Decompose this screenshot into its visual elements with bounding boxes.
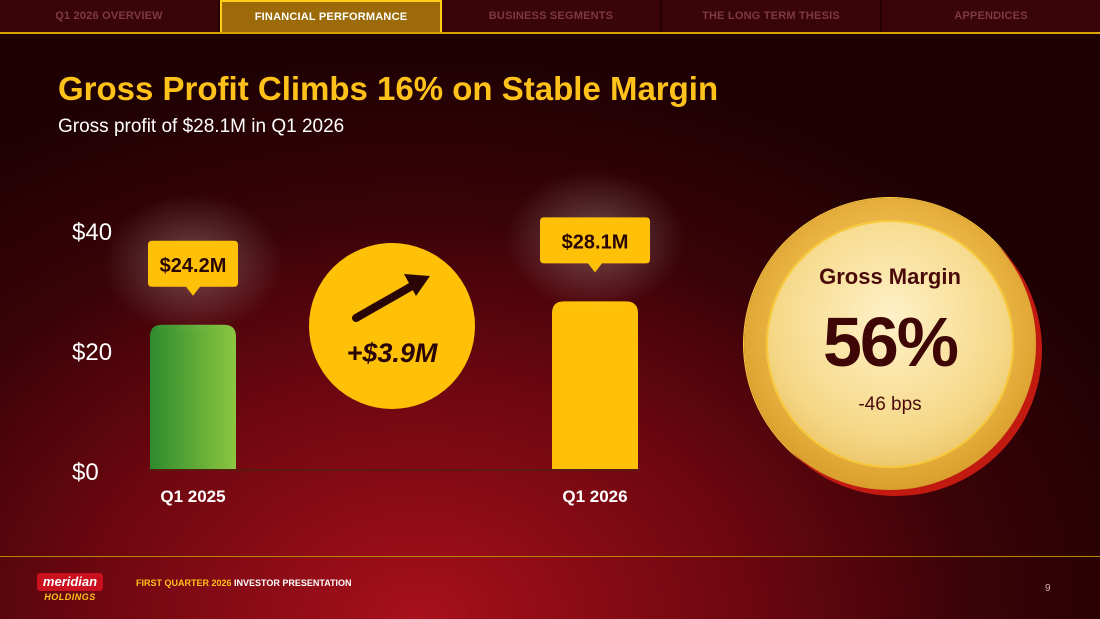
tab-financial-performance[interactable]: FINANCIAL PERFORMANCE [220,0,442,32]
arrow-up-right-icon [352,274,430,322]
tab-long-term-thesis[interactable]: THE LONG TERM THESIS [662,0,882,32]
x-category-label: Q1 2025 [160,487,225,506]
footer-caption-highlight: FIRST QUARTER 2026 [136,578,232,588]
gross-margin-delta: -46 bps [858,394,922,415]
gross-margin-badge: Gross Margin 56% -46 bps [744,198,1036,490]
page-number: 9 [1045,583,1051,594]
gross-margin-badge-inner [766,220,1014,468]
data-label: $24.2M [160,255,227,277]
logo-wordmark: meridian [37,573,103,591]
tab-business-segments[interactable]: BUSINESS SEGMENTS [442,0,662,32]
tab-appendices[interactable]: APPENDICES [954,10,1028,22]
y-tick-label: $40 [72,219,112,246]
section-nav: Q1 2026 OVERVIEW FINANCIAL PERFORMANCE B… [0,0,1100,34]
data-label: $28.1M [562,231,629,253]
footer-caption: FIRST QUARTER 2026 INVESTOR PRESENTATION [136,578,352,588]
footer-caption-rest: INVESTOR PRESENTATION [234,578,352,588]
bar-q1-2026 [552,301,638,470]
gross-margin-label: Gross Margin [819,264,961,289]
y-tick-label: $0 [72,459,99,486]
change-label: +$3.9M [347,338,438,368]
logo-subtitle: HOLDINGS [44,592,96,602]
data-label-callout [540,217,650,273]
gross-margin-value: 56% [822,303,959,381]
data-label-callout [148,240,238,296]
slide-subtitle: Gross profit of $28.1M in Q1 2026 [58,116,345,137]
tab-q1-2026-overview[interactable]: Q1 2026 OVERVIEW [0,0,220,32]
change-bubble: +$3.9M [309,243,475,409]
bar-q1-2025 [150,324,236,470]
y-tick-label: $20 [72,339,112,366]
company-logo: meridian HOLDINGS [37,573,103,602]
x-category-label: Q1 2026 [562,487,627,506]
footer-divider [0,556,1100,557]
slide-title: Gross Profit Climbs 16% on Stable Margin [58,70,719,107]
